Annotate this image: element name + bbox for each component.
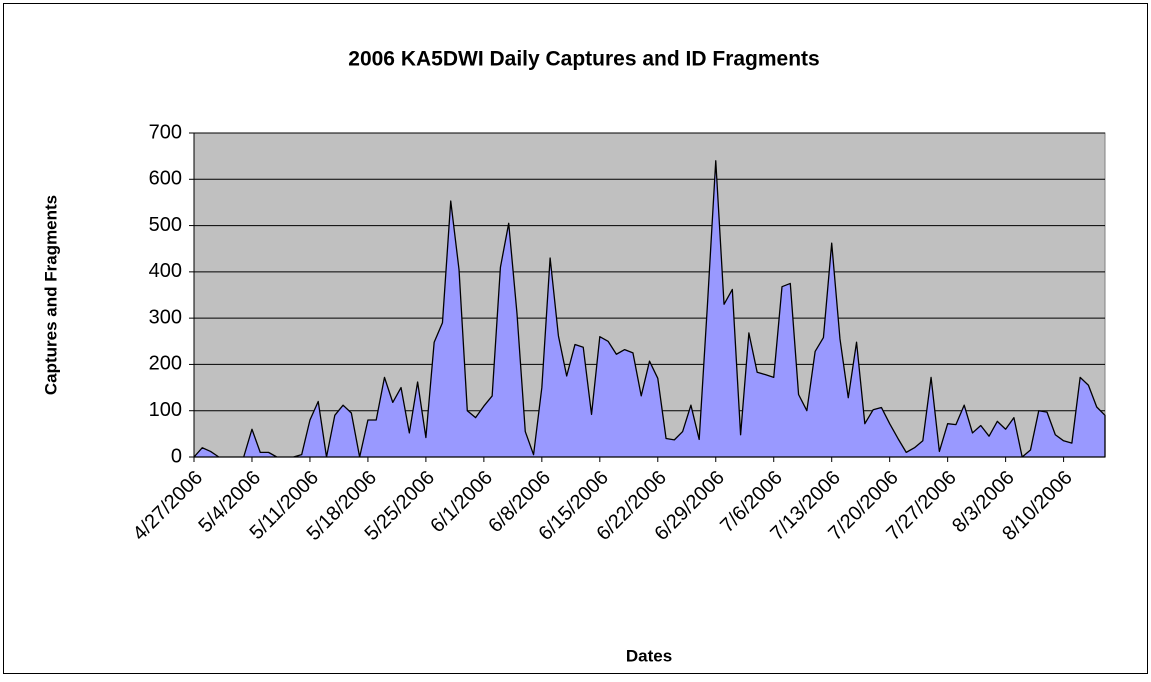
y-axis-title: Captures and Fragments	[41, 195, 60, 395]
y-tick-label: 600	[149, 168, 182, 190]
y-tick-label: 200	[149, 353, 182, 375]
y-tick-label: 400	[149, 260, 182, 282]
y-tick-label: 300	[149, 306, 182, 328]
chart-title: 2006 KA5DWI Daily Captures and ID Fragme…	[348, 48, 819, 71]
y-tick-label: 500	[149, 214, 182, 236]
y-tick-label: 700	[149, 121, 182, 143]
x-axis-title: Dates	[626, 646, 672, 665]
area	[193, 160, 1106, 458]
y-tick-label: 0	[171, 445, 182, 467]
y-tick-label: 100	[149, 399, 182, 421]
